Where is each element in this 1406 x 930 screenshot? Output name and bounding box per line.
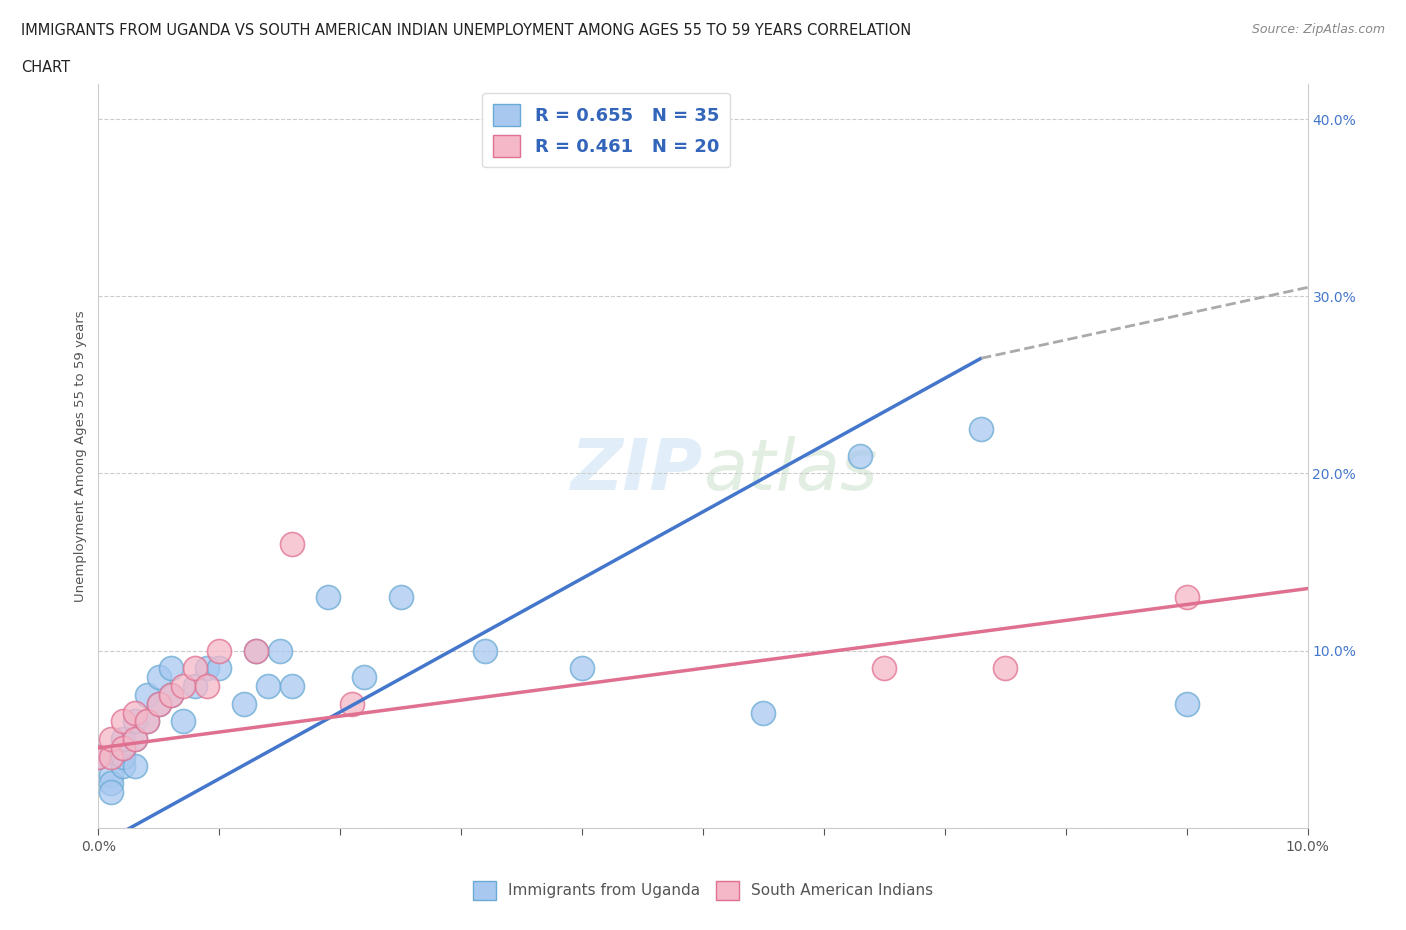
Point — [172, 679, 194, 694]
Point — [124, 714, 146, 729]
Point — [256, 679, 278, 694]
Point — [124, 732, 146, 747]
Point — [342, 697, 364, 711]
Point — [160, 687, 183, 702]
Point — [474, 644, 496, 658]
Legend: Immigrants from Uganda, South American Indians: Immigrants from Uganda, South American I… — [467, 875, 939, 906]
Point — [1175, 697, 1198, 711]
Point — [148, 670, 170, 684]
Point — [316, 590, 339, 604]
Point — [873, 661, 896, 676]
Point — [148, 697, 170, 711]
Text: CHART: CHART — [21, 60, 70, 75]
Point — [849, 448, 872, 463]
Text: IMMIGRANTS FROM UGANDA VS SOUTH AMERICAN INDIAN UNEMPLOYMENT AMONG AGES 55 TO 59: IMMIGRANTS FROM UGANDA VS SOUTH AMERICAN… — [21, 23, 911, 38]
Point — [195, 661, 218, 676]
Point — [87, 750, 110, 764]
Point — [124, 758, 146, 773]
Point — [124, 705, 146, 720]
Point — [111, 750, 134, 764]
Point — [195, 679, 218, 694]
Point — [100, 750, 122, 764]
Y-axis label: Unemployment Among Ages 55 to 59 years: Unemployment Among Ages 55 to 59 years — [75, 310, 87, 602]
Point — [571, 661, 593, 676]
Text: atlas: atlas — [703, 436, 877, 505]
Point — [208, 644, 231, 658]
Point — [87, 750, 110, 764]
Point — [389, 590, 412, 604]
Point — [245, 644, 267, 658]
Point — [111, 740, 134, 755]
Point — [269, 644, 291, 658]
Point — [100, 776, 122, 790]
Point — [111, 732, 134, 747]
Point — [281, 679, 304, 694]
Point — [994, 661, 1017, 676]
Point — [245, 644, 267, 658]
Point — [172, 714, 194, 729]
Point — [160, 687, 183, 702]
Point — [184, 679, 207, 694]
Point — [281, 537, 304, 551]
Point — [100, 785, 122, 800]
Point — [111, 740, 134, 755]
Point — [124, 732, 146, 747]
Point — [135, 714, 157, 729]
Point — [135, 714, 157, 729]
Point — [148, 697, 170, 711]
Point — [100, 767, 122, 782]
Text: Source: ZipAtlas.com: Source: ZipAtlas.com — [1251, 23, 1385, 36]
Point — [160, 661, 183, 676]
Point — [208, 661, 231, 676]
Point — [135, 687, 157, 702]
Text: ZIP: ZIP — [571, 436, 703, 505]
Point — [111, 758, 134, 773]
Point — [353, 670, 375, 684]
Point — [970, 421, 993, 436]
Point — [184, 661, 207, 676]
Point — [752, 705, 775, 720]
Point — [232, 697, 254, 711]
Point — [1175, 590, 1198, 604]
Point — [111, 714, 134, 729]
Point — [100, 732, 122, 747]
